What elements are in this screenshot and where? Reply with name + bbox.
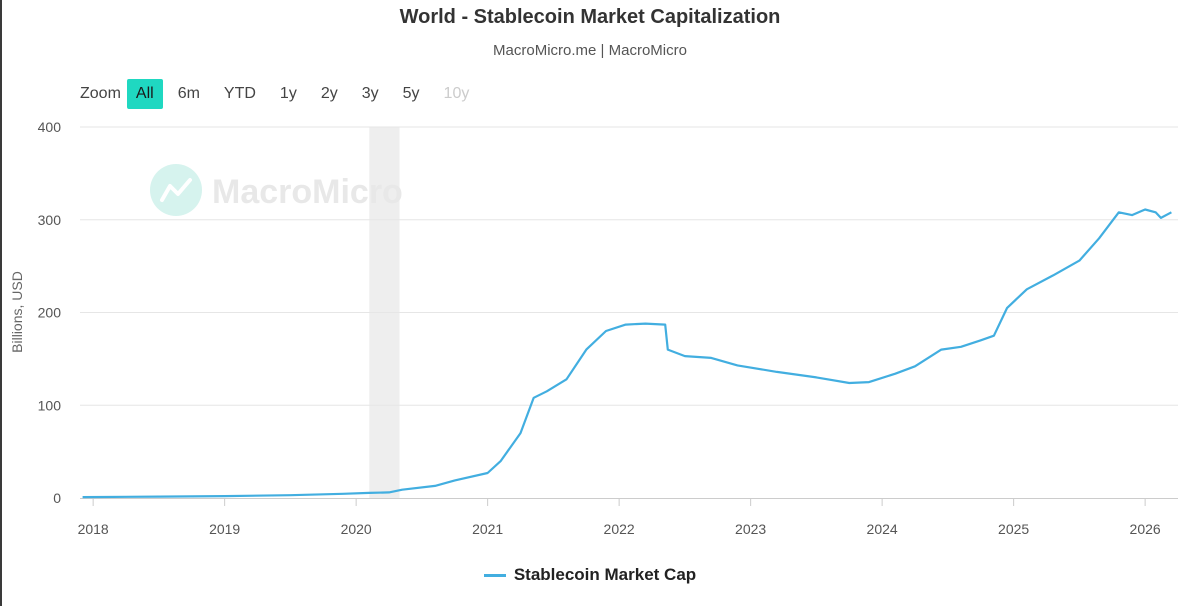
y-axis-label: Billions, USD [9,271,25,353]
legend-item-stablecoin-market-cap[interactable]: Stablecoin Market Cap [513,565,697,584]
zoom-ytd-button[interactable]: YTD [223,85,256,102]
zoom-bar: Zoom All 6m YTD 1y 2y 3y 5y 10y [80,79,484,109]
zoom-label: Zoom [80,85,121,102]
x-tick-label: 2024 [867,521,898,537]
x-tick-label: 2023 [735,521,766,537]
y-tick-label: 100 [38,397,62,413]
watermark-logo-chart-icon [160,178,192,202]
legend-swatch [483,573,506,577]
y-tick-label: 400 [38,119,62,135]
x-tick-label: 2022 [604,521,635,537]
y-tick-label: 0 [53,490,61,506]
x-tick-label: 2019 [209,521,240,537]
window-left-edge [0,0,2,606]
zoom-1y-button[interactable]: 1y [279,85,297,102]
zoom-all-button[interactable]: All [126,79,163,109]
x-tick-label: 2020 [341,521,372,537]
watermark-text: MacroMicro [212,173,403,211]
x-tick-label: 2026 [1130,521,1161,537]
x-tick-label: 2025 [998,521,1029,537]
x-tick-label: 2018 [78,521,109,537]
x-tick-label: 2021 [472,521,503,537]
series-line-stablecoin-market-cap[interactable] [82,208,1172,499]
y-tick-label: 200 [38,305,62,321]
chart-subtitle: MacroMicro.me | MacroMicro [493,42,687,59]
legend[interactable]: Stablecoin Market Cap [0,565,1180,585]
zoom-5y-button[interactable]: 5y [402,85,420,102]
zoom-10y-button: 10y [443,85,470,102]
y-tick-label: 300 [38,212,62,228]
zoom-2y-button[interactable]: 2y [320,85,338,102]
zoom-3y-button[interactable]: 3y [361,85,379,102]
zoom-6m-button[interactable]: 6m [177,85,200,102]
chart-title: World - Stablecoin Market Capitalization [399,6,781,28]
macromicro-watermark: MacroMicro [150,164,403,216]
